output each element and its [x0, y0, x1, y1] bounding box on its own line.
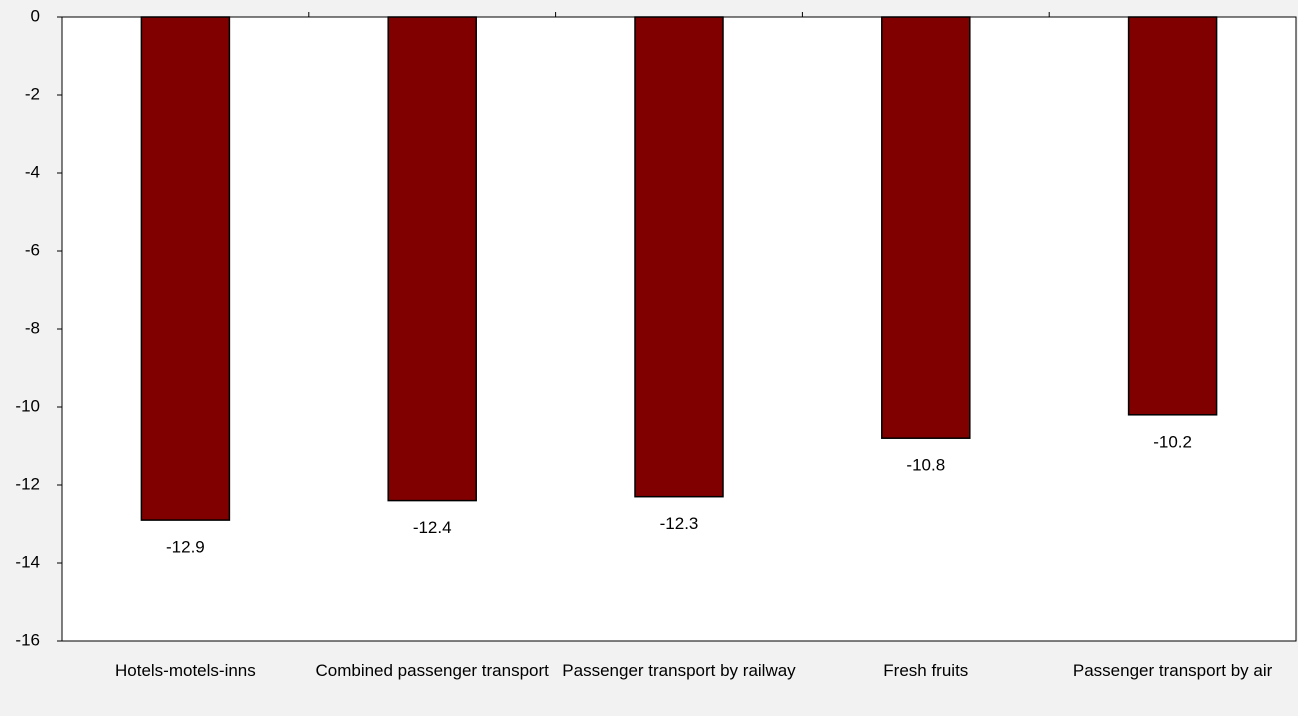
x-tick-label: Fresh fruits [883, 661, 969, 680]
x-tick-label: Passenger transport by railway [562, 661, 796, 680]
y-tick-label: -12 [15, 474, 40, 493]
data-label: -12.4 [413, 518, 452, 537]
y-tick-label: -8 [25, 318, 40, 337]
x-tick-label: Passenger transport by air [1072, 661, 1273, 680]
x-tick-label: Combined passenger transport [315, 661, 549, 680]
y-tick-label: -2 [25, 84, 40, 103]
data-label: -12.9 [166, 538, 205, 557]
y-tick-label: -14 [15, 552, 40, 571]
y-tick-label: -16 [15, 630, 40, 649]
y-tick-label: 0 [31, 6, 40, 25]
bar [1127, 16, 1218, 416]
bar [634, 16, 724, 498]
y-tick-label: -10 [15, 396, 40, 415]
y-tick-label: -4 [25, 162, 40, 181]
bar [140, 16, 231, 521]
bar [881, 16, 971, 439]
y-tick-label: -6 [25, 240, 40, 259]
data-label: -10.8 [906, 456, 945, 475]
data-label: -10.2 [1153, 432, 1192, 451]
x-tick-label: Hotels-motels-inns [115, 661, 256, 680]
bar [387, 16, 477, 502]
data-label: -12.3 [660, 514, 699, 533]
